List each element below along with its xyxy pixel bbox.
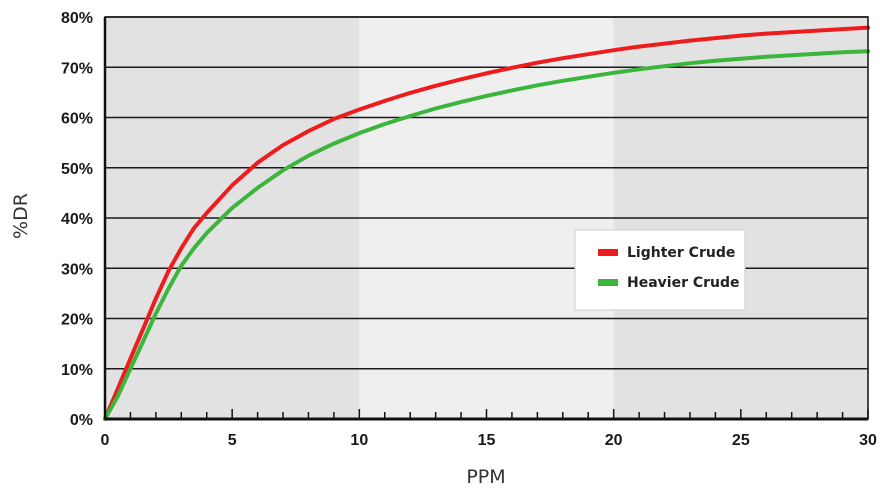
legend-box bbox=[574, 229, 746, 311]
y-tick-labels: 0% 10% 20% 30% 40% 50% 60% 70% 80% bbox=[61, 10, 93, 429]
series-lines bbox=[103, 25, 870, 421]
legend-label-heavier-crude: Heavier Crude bbox=[627, 275, 740, 291]
x-tick-label: 30 bbox=[859, 432, 877, 449]
legend-label-lighter-crude: Lighter Crude bbox=[627, 245, 735, 261]
x-tick-label: 0 bbox=[101, 432, 110, 449]
x-tick-label: 20 bbox=[605, 432, 623, 449]
x-tick-labels: 0 5 10 15 20 25 30 bbox=[101, 432, 877, 449]
x-tick-label: 15 bbox=[478, 432, 496, 449]
legend: Lighter Crude Heavier Crude bbox=[574, 229, 746, 311]
y-tick-label: 80% bbox=[61, 10, 93, 27]
series-line-heavier-crude bbox=[103, 49, 870, 421]
y-tick-label: 50% bbox=[61, 161, 93, 178]
x-tick-label: 25 bbox=[732, 432, 750, 449]
series-line-lighter-crude bbox=[103, 25, 870, 421]
y-tick-label: 0% bbox=[70, 412, 93, 429]
y-tick-label: 60% bbox=[61, 111, 93, 128]
y-axis-title: %DR bbox=[10, 193, 32, 239]
y-tick-label: 20% bbox=[61, 312, 93, 329]
legend-swatch-heavier-crude bbox=[598, 279, 618, 286]
legend-swatch-lighter-crude bbox=[598, 249, 618, 256]
x-tick-label: 10 bbox=[350, 432, 368, 449]
x-axis-title: PPM bbox=[466, 466, 505, 488]
y-tick-label: 40% bbox=[61, 211, 93, 228]
y-tick-label: 70% bbox=[61, 60, 93, 77]
x-tick-label: 5 bbox=[228, 432, 237, 449]
axis-frame bbox=[103, 16, 869, 421]
y-tick-label: 30% bbox=[61, 261, 93, 278]
y-tick-label: 10% bbox=[61, 362, 93, 379]
